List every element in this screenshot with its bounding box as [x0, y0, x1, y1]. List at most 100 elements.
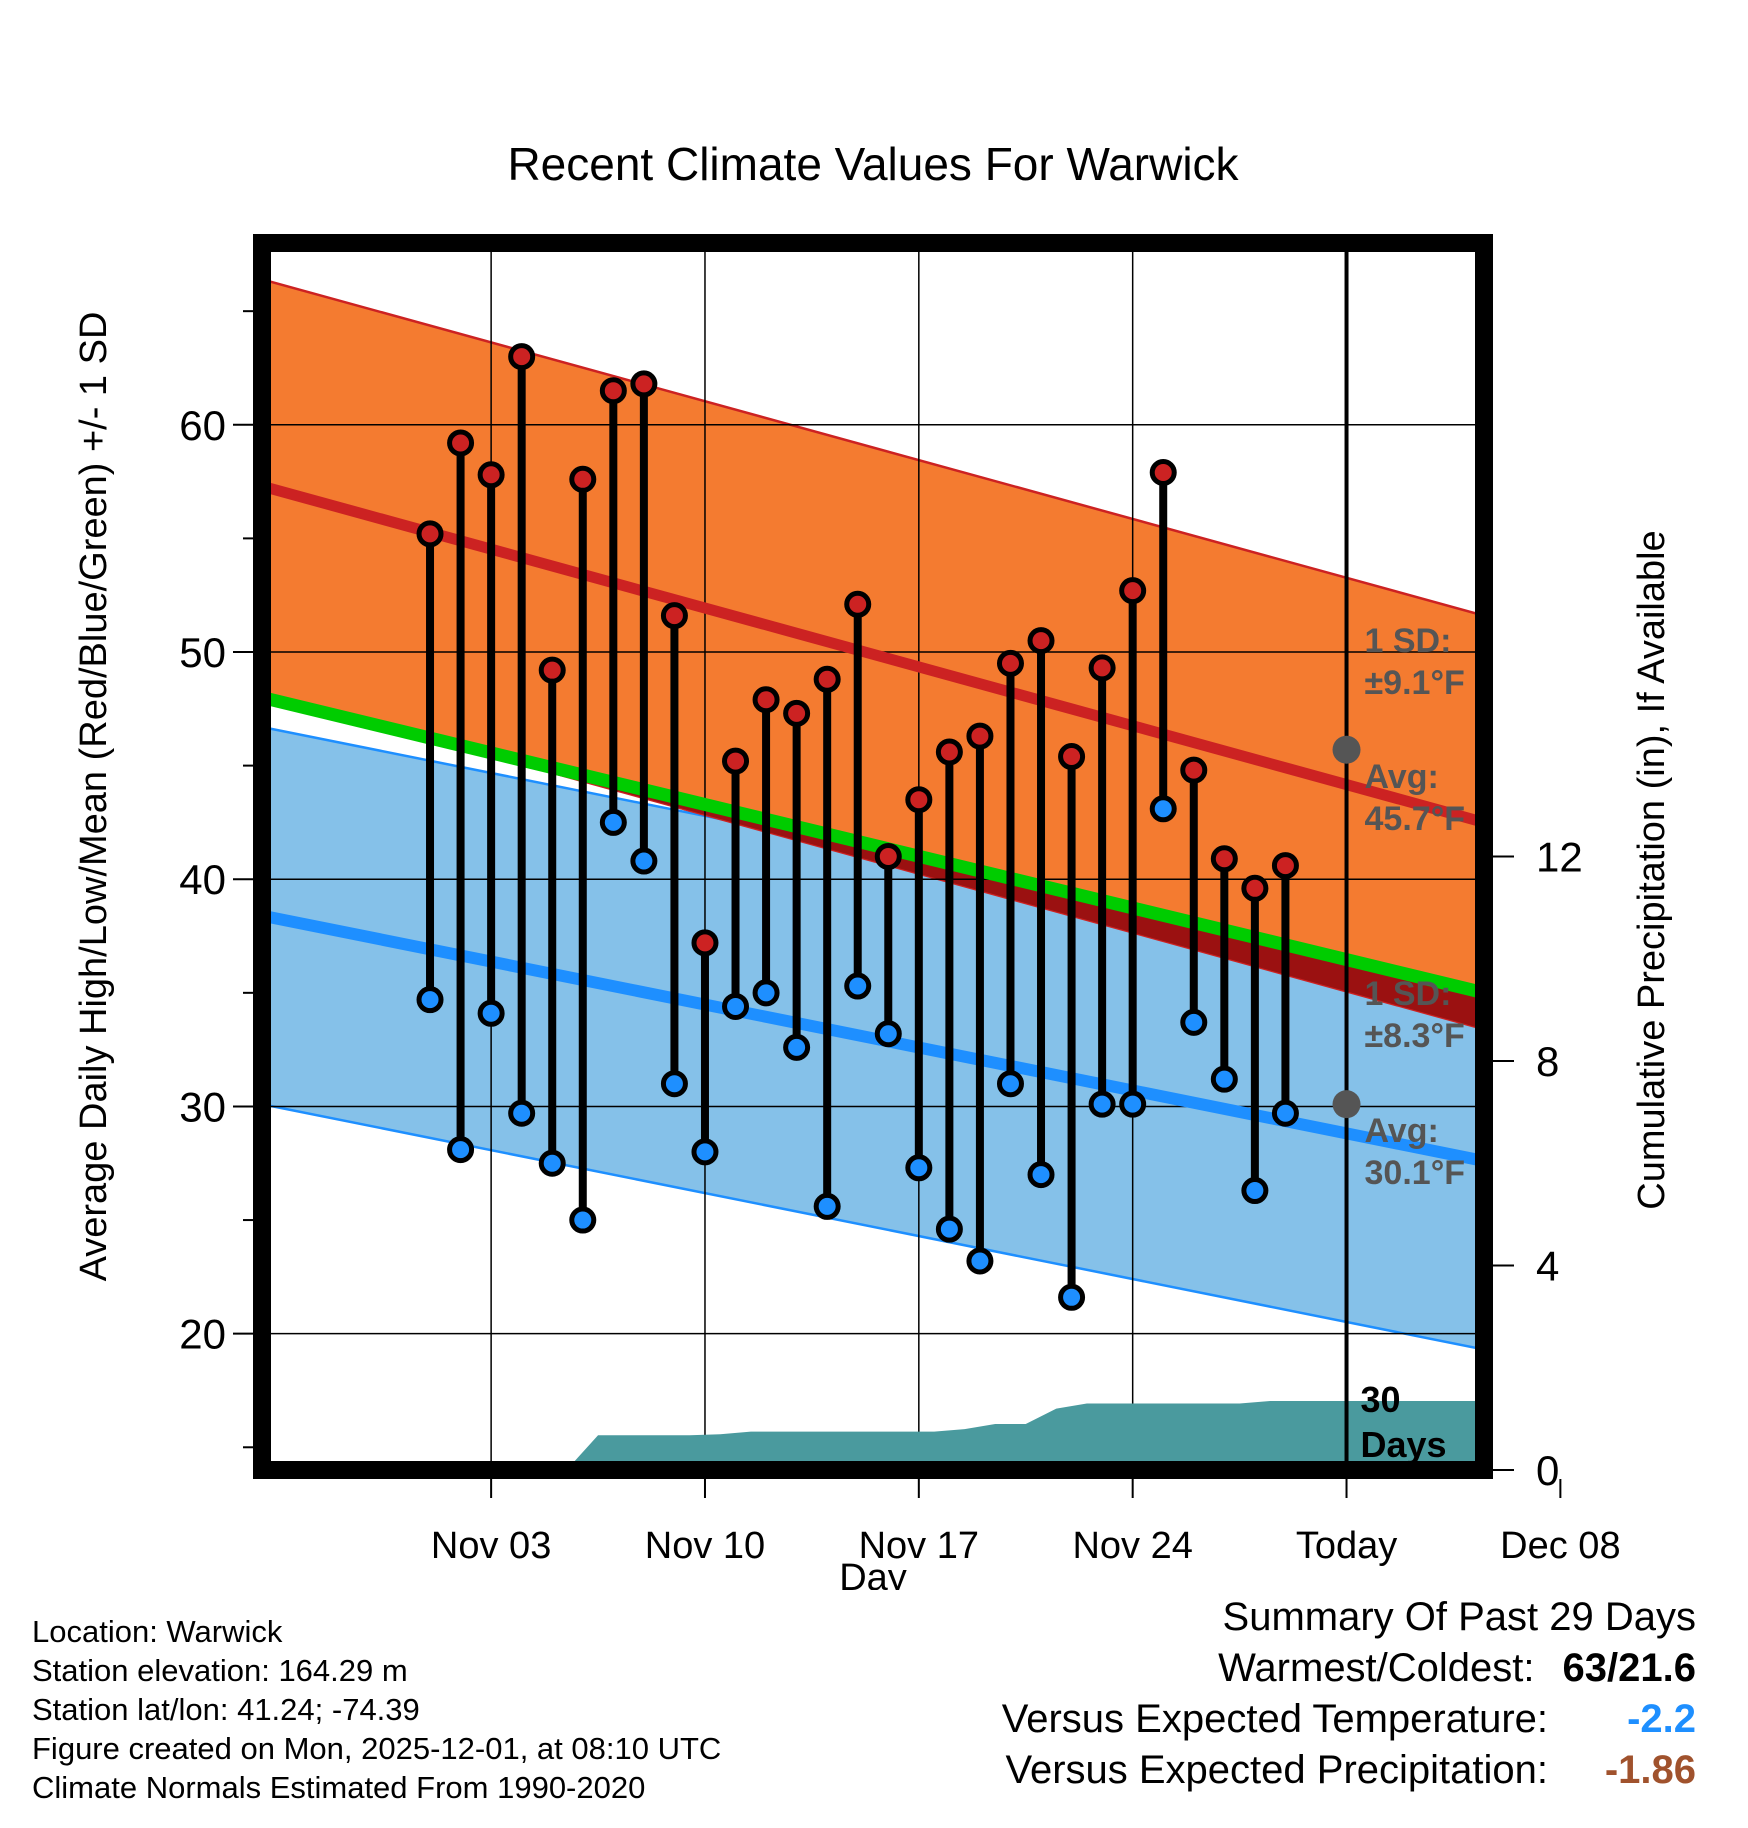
low-point — [783, 1033, 811, 1061]
low-point — [1027, 1161, 1055, 1189]
temp-diff-label: Versus Expected Temperature: — [1001, 1697, 1548, 1741]
latlon-text: Station lat/lon: 41.24; -74.39 — [32, 1692, 420, 1727]
high-avg-label-line: 45.7°F — [1365, 800, 1466, 838]
normals-text: Climate Normals Estimated From 1990-2020 — [32, 1770, 646, 1805]
low-point — [1180, 1008, 1208, 1036]
low-point — [416, 986, 444, 1014]
low-point — [752, 979, 780, 1007]
x-tick-label: Nov 17 — [859, 1525, 979, 1567]
plot-area — [262, 243, 1484, 1470]
precip-diff-row: Versus Expected Precipitation: -1.86 — [1002, 1745, 1696, 1796]
high-point — [1180, 756, 1208, 784]
warm-cold-label: Warmest/Coldest: — [1218, 1646, 1535, 1690]
low-point — [691, 1138, 719, 1166]
high-point — [1058, 743, 1086, 771]
precip-diff-label: Versus Expected Precipitation: — [1005, 1748, 1548, 1792]
precip-diff-value: -1.86 — [1604, 1748, 1696, 1792]
low-sd-label-line: ±8.3°F — [1365, 1017, 1465, 1055]
y-tick-label: 30 — [179, 1083, 226, 1130]
warm-cold-row: Warmest/Coldest: 63/21.6 — [1002, 1643, 1696, 1694]
temp-diff-value: -2.2 — [1627, 1697, 1696, 1741]
x-tick-label: Nov 24 — [1072, 1525, 1192, 1567]
low-point — [1119, 1090, 1147, 1118]
high-point — [966, 722, 994, 750]
y2-tick-label: 12 — [1536, 834, 1583, 881]
high-point — [599, 377, 627, 405]
high-point — [569, 465, 597, 493]
high-avg-line — [262, 480, 1484, 828]
high-point — [1271, 852, 1299, 880]
low-point — [722, 992, 750, 1020]
low-sd-label-line: 1 SD: — [1365, 975, 1452, 1013]
high-avg-label-line: Avg: — [1365, 758, 1439, 796]
x-tick-label: Dec 08 — [1500, 1525, 1620, 1567]
high-point — [447, 429, 475, 457]
low-point — [905, 1154, 933, 1182]
high-point — [1088, 654, 1116, 682]
high-point — [508, 343, 536, 371]
climate-chart: 1 SD: ±9.1°F Avg: 45.7°F 1 SD: ±8.3°F Avg: 30.1… — [73, 138, 1673, 1590]
y-axis-label: Average Daily High/Low/Mean (Red/Blue/Gr… — [73, 312, 115, 1282]
high-point — [477, 461, 505, 489]
y-tick-label: 20 — [179, 1311, 226, 1358]
low-point — [1149, 795, 1177, 823]
low-point — [874, 1020, 902, 1048]
y2-tick-label: 0 — [1536, 1447, 1559, 1494]
temp-diff-row: Versus Expected Temperature: -2.2 — [1002, 1694, 1696, 1745]
high-point — [538, 656, 566, 684]
precip-days-label-line: 30 — [1361, 1379, 1401, 1420]
low-point — [538, 1149, 566, 1177]
high-point — [783, 699, 811, 727]
plot-frame — [253, 234, 1493, 1479]
station-info: Location: Warwick Station elevation: 164… — [32, 1612, 721, 1807]
chart-title: Recent Climate Values For Warwick — [507, 138, 1239, 190]
high-sd-band-upper-edge — [262, 278, 1484, 617]
low-point — [966, 1247, 994, 1275]
high-point — [905, 786, 933, 814]
y-tick-label: 60 — [179, 402, 226, 449]
low-avg-label-line: 30.1°F — [1365, 1154, 1466, 1192]
low-point — [477, 999, 505, 1027]
high-point — [935, 738, 963, 766]
low-avg-label-line: Avg: — [1365, 1112, 1439, 1150]
created-text: Figure created on Mon, 2025-12-01, at 08… — [32, 1731, 722, 1766]
y2-axis-label: Cumulative Precipitation (in), If Availa… — [1631, 530, 1673, 1209]
low-point — [1241, 1177, 1269, 1205]
y2-tick-label: 8 — [1536, 1038, 1559, 1085]
high-point — [1241, 874, 1269, 902]
high-point — [1027, 627, 1055, 655]
low-point — [599, 808, 627, 836]
high-point — [752, 686, 780, 714]
high-point — [416, 520, 444, 548]
elevation-text: Station elevation: 164.29 m — [32, 1653, 408, 1688]
location-text: Location: Warwick — [32, 1614, 283, 1649]
high-point — [874, 843, 902, 870]
low-point — [1210, 1065, 1238, 1093]
y-tick-label: 50 — [179, 629, 226, 676]
low-point — [996, 1070, 1024, 1098]
high-point — [691, 929, 719, 957]
low-point — [1271, 1099, 1299, 1127]
high-sd-label-line: ±9.1°F — [1365, 664, 1465, 702]
low-point — [1058, 1283, 1086, 1311]
low-avg-today-dot — [1332, 1090, 1361, 1119]
high-point — [1149, 458, 1177, 486]
high-avg-today-dot — [1332, 735, 1361, 764]
precip-area — [262, 1400, 1484, 1470]
high-point — [844, 590, 872, 618]
y2-tick-label: 4 — [1536, 1243, 1559, 1290]
high-point — [1119, 577, 1147, 605]
high-point — [722, 747, 750, 775]
low-point — [447, 1136, 475, 1164]
low-point — [660, 1070, 688, 1098]
x-tick-label: Nov 10 — [645, 1525, 765, 1567]
low-point — [569, 1206, 597, 1234]
summary-panel: Summary Of Past 29 Days Warmest/Coldest:… — [1002, 1592, 1696, 1796]
x-tick-label: Today — [1296, 1525, 1397, 1567]
x-tick-label: Nov 03 — [431, 1525, 551, 1567]
high-sd-label-line: 1 SD: — [1365, 622, 1452, 660]
high-point — [996, 649, 1024, 677]
low-point — [508, 1099, 536, 1127]
high-point — [660, 602, 688, 630]
low-point — [630, 847, 658, 875]
